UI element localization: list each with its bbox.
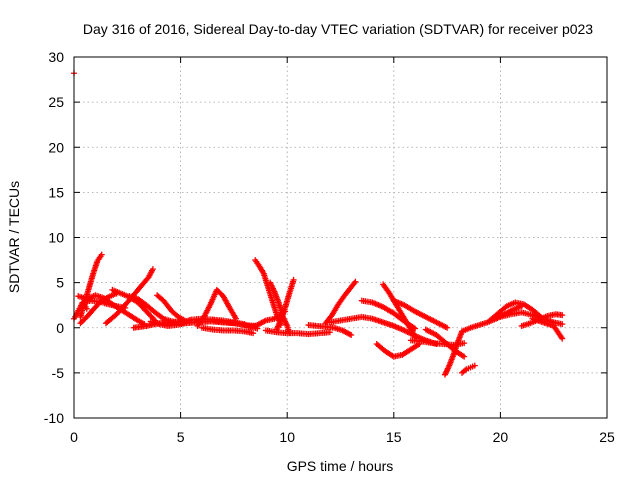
y-axis-label: SDTVAR / TECUs <box>6 181 22 293</box>
x-tick-label: 0 <box>70 429 78 445</box>
data-point <box>471 362 478 369</box>
data-point <box>98 251 105 258</box>
data-point <box>444 324 451 331</box>
y-tick-label: 15 <box>48 184 64 200</box>
data-point <box>250 330 257 337</box>
data-point <box>290 276 297 283</box>
chart-title: Day 316 of 2016, Sidereal Day-to-day VTE… <box>83 21 593 37</box>
y-tick-label: -10 <box>44 410 64 426</box>
data-points <box>71 70 566 378</box>
y-tick-label: 5 <box>56 275 64 291</box>
x-tick-label: 15 <box>386 429 402 445</box>
x-tick-label: 25 <box>599 429 615 445</box>
data-point <box>461 353 468 360</box>
x-tick-label: 5 <box>177 429 185 445</box>
data-point <box>326 329 333 336</box>
x-tick-label: 20 <box>493 429 509 445</box>
data-point <box>461 340 468 347</box>
data-point <box>559 335 566 342</box>
axis-ticks: 0 5 10 15 20 25 -10 -5 0 5 10 15 20 25 30 <box>44 49 615 445</box>
y-tick-label: 10 <box>48 230 64 246</box>
data-point <box>412 333 419 340</box>
data-point <box>348 331 355 338</box>
y-tick-label: 0 <box>56 320 64 336</box>
grid-lines <box>74 57 607 418</box>
data-point <box>352 278 359 285</box>
data-point <box>149 266 156 273</box>
data-point <box>559 321 566 328</box>
y-tick-label: 30 <box>48 49 64 65</box>
y-tick-label: 25 <box>48 94 64 110</box>
y-tick-label: 20 <box>48 139 64 155</box>
y-tick-label: -5 <box>52 365 65 381</box>
x-tick-label: 10 <box>279 429 295 445</box>
data-point <box>559 312 566 319</box>
x-axis-label: GPS time / hours <box>287 458 394 474</box>
